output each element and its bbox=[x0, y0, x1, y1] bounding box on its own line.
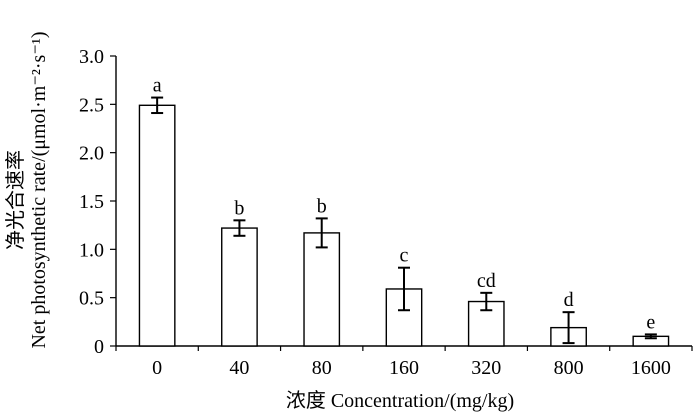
x-tick-labels: 0 40 80 160 320 800 1600 bbox=[152, 357, 671, 379]
significance-letter: e bbox=[646, 311, 655, 333]
y-tick-label: 1.0 bbox=[79, 239, 104, 261]
significance-letter: c bbox=[400, 245, 409, 267]
x-tick-label: 0 bbox=[152, 357, 162, 379]
significance-letter: d bbox=[564, 289, 574, 311]
x-tick-label: 1600 bbox=[631, 357, 671, 379]
significance-letter: cd bbox=[477, 270, 496, 292]
error-bars bbox=[151, 96, 657, 345]
x-tick-label: 320 bbox=[471, 357, 501, 379]
y-tick-label: 2.5 bbox=[79, 94, 104, 116]
axes bbox=[110, 55, 693, 351]
y-tick-label: 3.0 bbox=[79, 46, 104, 68]
bar-80 bbox=[303, 232, 341, 347]
y-tick-labels: 0 0.5 1.0 1.5 2.0 2.5 3.0 bbox=[79, 46, 104, 358]
y-tick-label: 2.0 bbox=[79, 143, 104, 165]
significance-letter: b bbox=[234, 197, 244, 219]
y-tick-label: 1.5 bbox=[79, 191, 104, 213]
x-tick-label: 80 bbox=[312, 357, 332, 379]
x-axis-title: 浓度 Concentration/(mg/kg) bbox=[286, 389, 514, 412]
bar-0 bbox=[138, 104, 176, 347]
y-axis-title-english: Net photosynthetic rate/(μmol·m⁻²·s⁻¹) bbox=[28, 31, 50, 348]
significance-letter: b bbox=[317, 195, 327, 217]
y-axis-title-chinese: 净光合速率 bbox=[4, 150, 27, 250]
y-tick-label: 0 bbox=[94, 336, 104, 358]
bar-40 bbox=[221, 227, 258, 347]
y-tick-label: 0.5 bbox=[79, 288, 104, 310]
x-tick-label: 40 bbox=[229, 357, 249, 379]
significance-letters: a b b c cd d e bbox=[153, 75, 656, 334]
significance-letter: a bbox=[153, 75, 162, 97]
x-tick-label: 160 bbox=[389, 357, 419, 379]
x-tick-label: 800 bbox=[554, 357, 584, 379]
